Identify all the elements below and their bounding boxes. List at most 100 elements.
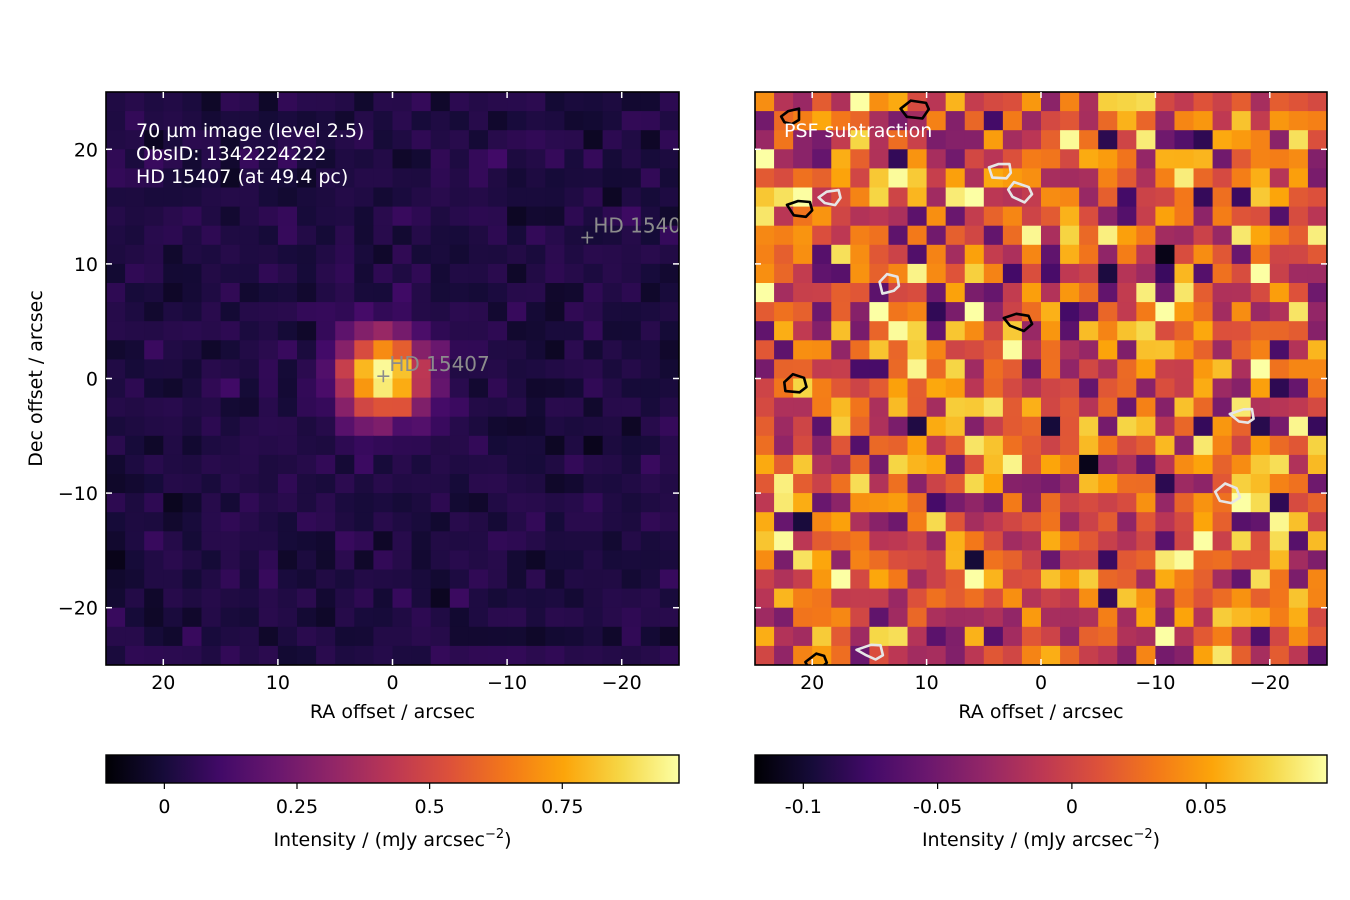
heatmap-pixel [373, 474, 394, 494]
heatmap-pixel [964, 263, 985, 284]
heatmap-pixel [526, 283, 546, 303]
heatmap-pixel [583, 244, 604, 265]
heatmap-pixel [430, 168, 451, 189]
heatmap-pixel [1193, 493, 1214, 513]
heatmap-pixel [1021, 321, 1042, 341]
heatmap-pixel [1269, 92, 1290, 112]
heatmap-pixel [316, 454, 336, 475]
heatmap-pixel [1231, 168, 1252, 189]
heatmap-pixel [449, 493, 470, 513]
heatmap-pixel [774, 607, 794, 628]
heatmap-pixel [411, 512, 432, 532]
heatmap-pixel [1231, 225, 1252, 246]
heatmap-pixel [1288, 359, 1309, 380]
heatmap-pixel [392, 645, 413, 665]
heatmap-pixel [220, 359, 241, 380]
heatmap-pixel [1002, 263, 1023, 284]
heatmap-pixel [163, 454, 183, 475]
heatmap-pixel [220, 588, 241, 609]
heatmap-pixel [1193, 263, 1214, 284]
heatmap-pixel [793, 302, 813, 322]
heatmap-pixel [888, 588, 909, 609]
heatmap-pixel [640, 340, 661, 360]
heatmap-pixel [1117, 168, 1137, 189]
heatmap-pixel [335, 92, 355, 112]
heatmap-pixel [755, 302, 775, 322]
heatmap-pixel [926, 149, 947, 169]
heatmap-pixel [373, 512, 394, 532]
heatmap-pixel [430, 626, 451, 647]
heatmap-pixel [831, 397, 851, 418]
heatmap-pixel [1212, 454, 1233, 475]
heatmap-pixel [964, 321, 985, 341]
heatmap-pixel [659, 283, 679, 303]
heatmap-pixel [1021, 206, 1042, 227]
heatmap-pixel [182, 130, 203, 150]
heatmap-pixel [373, 626, 394, 647]
heatmap-pixel [1174, 225, 1195, 246]
heatmap-pixel [1136, 435, 1156, 456]
heatmap-pixel [602, 359, 623, 380]
heatmap-pixel [602, 263, 623, 284]
heatmap-pixel [1250, 225, 1271, 246]
heatmap-pixel [526, 359, 546, 380]
heatmap-pixel [239, 569, 260, 590]
heatmap-pixel [850, 130, 870, 150]
heatmap-pixel [945, 92, 966, 112]
heatmap-pixel [1307, 454, 1327, 475]
heatmap-pixel [239, 149, 260, 169]
heatmap-pixel [1269, 531, 1290, 551]
heatmap-pixel [277, 588, 298, 609]
heatmap-pixel [850, 416, 870, 437]
heatmap-pixel [545, 626, 565, 647]
heatmap-pixel [564, 302, 585, 322]
heatmap-pixel [869, 435, 890, 456]
heatmap-pixel [964, 454, 985, 475]
heatmap-pixel [869, 588, 890, 609]
heatmap-pixel [106, 378, 126, 399]
heatmap-pixel [869, 378, 890, 399]
heatmap-pixel [1193, 302, 1214, 322]
heatmap-pixel [1041, 92, 1061, 112]
heatmap-pixel [182, 225, 203, 246]
heatmap-pixel [602, 244, 623, 265]
heatmap-pixel [1136, 416, 1156, 437]
heatmap-pixel [125, 474, 145, 494]
heatmap-pixel [888, 340, 909, 360]
heatmap-pixel [831, 588, 851, 609]
heatmap-pixel [144, 244, 164, 265]
heatmap-pixel [373, 283, 394, 303]
heatmap-pixel [793, 168, 813, 189]
heatmap-pixel [1269, 302, 1290, 322]
heatmap-pixel [1117, 454, 1137, 475]
heatmap-pixel [392, 206, 413, 227]
heatmap-pixel [488, 111, 508, 131]
heatmap-pixel [1307, 359, 1327, 380]
heatmap-pixel [277, 493, 298, 513]
heatmap-pixel [1174, 283, 1195, 303]
heatmap-pixel [755, 321, 775, 341]
heatmap-pixel [449, 435, 470, 456]
heatmap-pixel [1288, 512, 1309, 532]
heatmap-pixel [564, 111, 585, 131]
heatmap-pixel [1174, 512, 1195, 532]
heatmap-pixel [659, 321, 679, 341]
heatmap-pixel [1269, 321, 1290, 341]
heatmap-pixel [602, 416, 623, 437]
heatmap-pixel [316, 493, 336, 513]
heatmap-pixel [888, 168, 909, 189]
right-contours [779, 99, 1255, 665]
heatmap-pixel [755, 359, 775, 380]
heatmap-pixel [239, 378, 260, 399]
heatmap-pixel [1021, 474, 1042, 494]
heatmap-pixel [1041, 149, 1061, 169]
heatmap-pixel [258, 149, 279, 169]
heatmap-pixel [468, 111, 489, 131]
heatmap-pixel [277, 92, 298, 112]
heatmap-pixel [812, 378, 832, 399]
heatmap-pixel [507, 588, 527, 609]
heatmap-pixel [1002, 111, 1023, 131]
left-colorbar-label: Intensity / (mJy arcsec−2) [273, 827, 511, 851]
heatmap-pixel [1193, 416, 1214, 437]
heatmap-pixel [1060, 569, 1080, 590]
